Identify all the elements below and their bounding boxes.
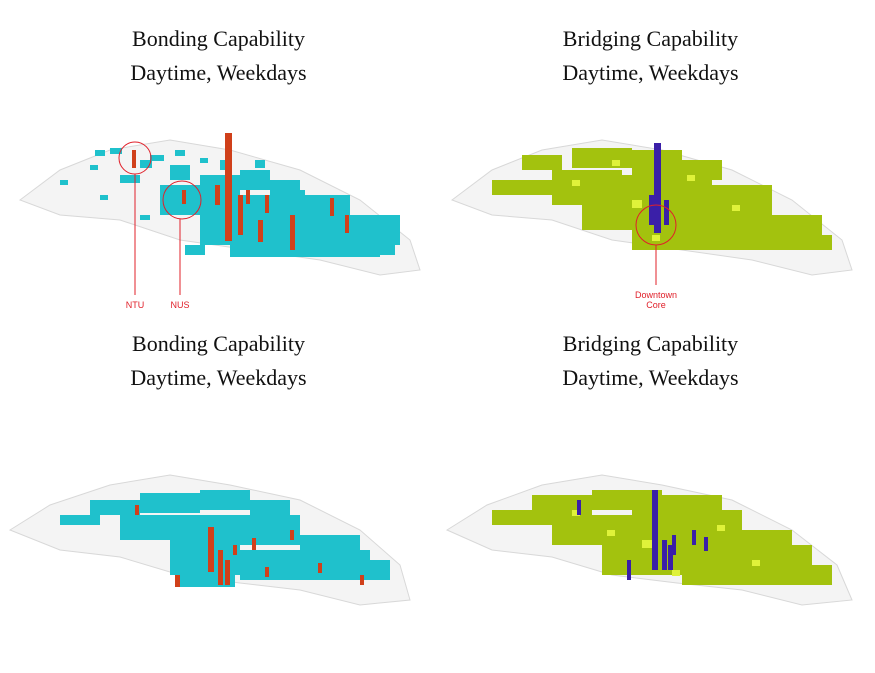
panel-title: Bridging Capability xyxy=(562,26,739,51)
panel-title: Bonding Capability xyxy=(132,26,305,51)
annotation-ntu: NTU xyxy=(126,300,145,310)
bridging-3d-map xyxy=(445,474,853,606)
annotation-downtown: Downtown xyxy=(635,290,677,300)
panel-subtitle: Daytime, Weekdays xyxy=(130,60,307,85)
bonding-3d-map xyxy=(8,474,411,606)
panel-title: Bridging Capability xyxy=(562,331,739,356)
panel-bridging-bottom: Bridging Capability Daytime, Weekdays xyxy=(432,305,869,635)
panel-bridging-top: Bridging Capability Daytime, Weekdays Do… xyxy=(432,0,869,330)
panel-subtitle: Daytime, Weekdays xyxy=(562,60,739,85)
panel-bonding-top: Bonding Capability Daytime, Weekdays xyxy=(0,0,437,330)
panel-subtitle: Daytime, Weekdays xyxy=(562,365,739,390)
bonding-3d-map: NTU NUS xyxy=(18,133,421,310)
panel-title: Bonding Capability xyxy=(132,331,305,356)
panel-bonding-bottom: Bonding Capability Daytime, Weekdays xyxy=(0,305,437,635)
annotation-core: Core xyxy=(646,300,666,310)
panel-subtitle: Daytime, Weekdays xyxy=(130,365,307,390)
bridging-3d-map: Downtown Core xyxy=(450,139,853,310)
annotation-nus: NUS xyxy=(170,300,189,310)
